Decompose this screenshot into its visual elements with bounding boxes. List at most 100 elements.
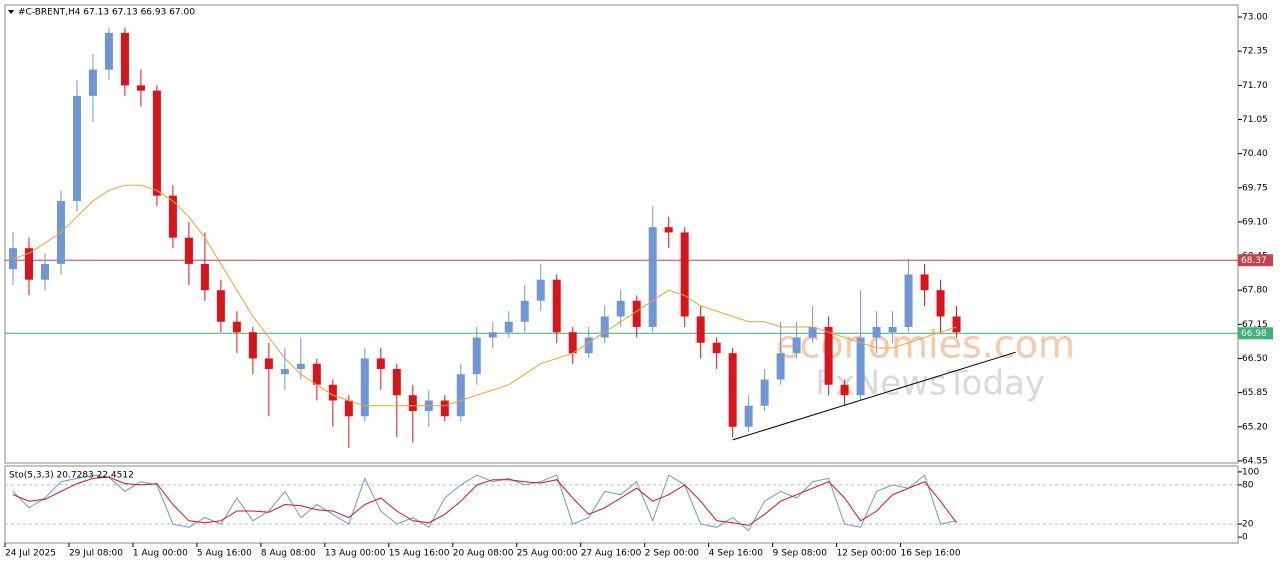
y-tick-label: 64.55 bbox=[1242, 456, 1268, 466]
candle-body bbox=[184, 237, 193, 264]
x-tick-label: 24 Jul 2025 bbox=[5, 549, 56, 559]
candle-body bbox=[520, 300, 529, 322]
candle-body bbox=[24, 248, 33, 280]
candle-body bbox=[728, 353, 737, 427]
candle-body bbox=[920, 274, 929, 291]
y-tick-label: 71.70 bbox=[1242, 81, 1268, 91]
candle-body bbox=[776, 353, 785, 380]
oscillator-tick-label: 20 bbox=[1242, 520, 1254, 530]
candle-body bbox=[488, 332, 497, 338]
candle-body bbox=[296, 363, 305, 369]
y-tick-label: 67.80 bbox=[1242, 286, 1268, 296]
candle-body bbox=[472, 337, 481, 375]
level-tag bbox=[1238, 254, 1273, 267]
candle-body bbox=[696, 316, 705, 343]
x-tick-label: 20 Aug 08:00 bbox=[453, 549, 514, 559]
x-tick-label: 27 Aug 16:00 bbox=[581, 549, 642, 559]
y-tick-label: 71.05 bbox=[1242, 115, 1268, 125]
candle-body bbox=[248, 332, 257, 359]
level-tag bbox=[1238, 327, 1273, 340]
y-tick-label: 65.20 bbox=[1242, 422, 1268, 432]
x-tick-label: 5 Aug 16:00 bbox=[197, 549, 252, 559]
candle-body bbox=[760, 379, 769, 406]
candle-body bbox=[200, 263, 209, 291]
candle-body bbox=[104, 32, 113, 70]
candle-body bbox=[552, 279, 561, 333]
candle-body bbox=[280, 368, 289, 375]
candle-body bbox=[808, 326, 817, 338]
candle-body bbox=[72, 95, 81, 201]
candle-body bbox=[632, 300, 641, 327]
candle-body bbox=[504, 321, 513, 333]
candle-body bbox=[600, 316, 609, 338]
candle-body bbox=[408, 395, 417, 412]
candle-body bbox=[376, 358, 385, 369]
candle-body bbox=[168, 195, 177, 238]
candle-body bbox=[840, 384, 849, 396]
oscillator-panel bbox=[4, 465, 1239, 544]
candle-body bbox=[88, 69, 97, 96]
moving-average bbox=[12, 184, 957, 407]
x-tick-label: 9 Sep 08:00 bbox=[773, 549, 828, 559]
candle-body bbox=[152, 90, 161, 196]
oscillator-tick-label: 80 bbox=[1242, 480, 1254, 490]
candle-body bbox=[584, 337, 593, 354]
y-tick-label: 73.00 bbox=[1242, 13, 1268, 23]
level-label: 66.98 bbox=[1241, 329, 1267, 339]
candle-body bbox=[792, 337, 801, 354]
candle-body bbox=[904, 274, 913, 327]
candle-body bbox=[936, 290, 945, 317]
trendline bbox=[732, 351, 1016, 441]
candle-body bbox=[328, 384, 337, 401]
candle-body bbox=[568, 332, 577, 354]
y-tick-label: 72.35 bbox=[1242, 47, 1268, 57]
candle-body bbox=[888, 326, 897, 333]
x-tick-label: 15 Aug 16:00 bbox=[389, 549, 450, 559]
candle-body bbox=[456, 374, 465, 417]
y-tick-label: 67.15 bbox=[1242, 320, 1268, 330]
candle-body bbox=[872, 326, 881, 338]
watermark: economies.com bbox=[776, 323, 1075, 367]
candle-body bbox=[136, 85, 145, 91]
oscillator-line bbox=[12, 476, 957, 526]
candle-body bbox=[824, 326, 833, 385]
chart-title: #C-BRENT,H4 67.13 67.13 66.93 67.00 bbox=[18, 8, 195, 18]
candle-body bbox=[744, 405, 753, 427]
candle-body bbox=[216, 290, 225, 322]
y-tick-label: 65.85 bbox=[1242, 388, 1268, 398]
x-tick-label: 1 Aug 00:00 bbox=[133, 549, 188, 559]
y-tick-label: 66.50 bbox=[1242, 354, 1268, 364]
candle-body bbox=[952, 316, 961, 333]
candle-body bbox=[648, 227, 657, 327]
x-tick-label: 25 Aug 00:00 bbox=[517, 549, 578, 559]
candle-body bbox=[120, 32, 129, 86]
candle-body bbox=[680, 232, 689, 317]
x-tick-label: 13 Aug 00:00 bbox=[325, 549, 386, 559]
candle-body bbox=[616, 300, 625, 317]
y-tick-label: 69.75 bbox=[1242, 183, 1268, 193]
candle-body bbox=[312, 363, 321, 385]
candle-body bbox=[360, 358, 369, 417]
y-tick-label: 69.10 bbox=[1242, 217, 1268, 227]
candle-body bbox=[536, 279, 545, 301]
candle-body bbox=[40, 263, 49, 280]
candle-body bbox=[392, 368, 401, 396]
x-tick-label: 8 Aug 08:00 bbox=[261, 549, 316, 559]
y-tick-label: 70.40 bbox=[1242, 149, 1268, 159]
candle-body bbox=[264, 358, 273, 369]
menu-arrow bbox=[8, 10, 14, 14]
x-tick-label: 2 Sep 00:00 bbox=[645, 549, 700, 559]
candle-body bbox=[344, 400, 353, 417]
candle-body bbox=[232, 321, 241, 333]
x-tick-label: 12 Sep 00:00 bbox=[837, 549, 897, 559]
main-panel bbox=[4, 4, 1239, 464]
candle-body bbox=[712, 342, 721, 354]
candle-body bbox=[856, 337, 865, 396]
candle-body bbox=[664, 227, 673, 233]
x-tick-label: 16 Sep 16:00 bbox=[901, 549, 961, 559]
oscillator-line bbox=[12, 474, 957, 532]
x-tick-label: 29 Jul 08:00 bbox=[69, 549, 123, 559]
oscillator-tick-label: 100 bbox=[1242, 467, 1259, 477]
candle-body bbox=[440, 400, 449, 417]
